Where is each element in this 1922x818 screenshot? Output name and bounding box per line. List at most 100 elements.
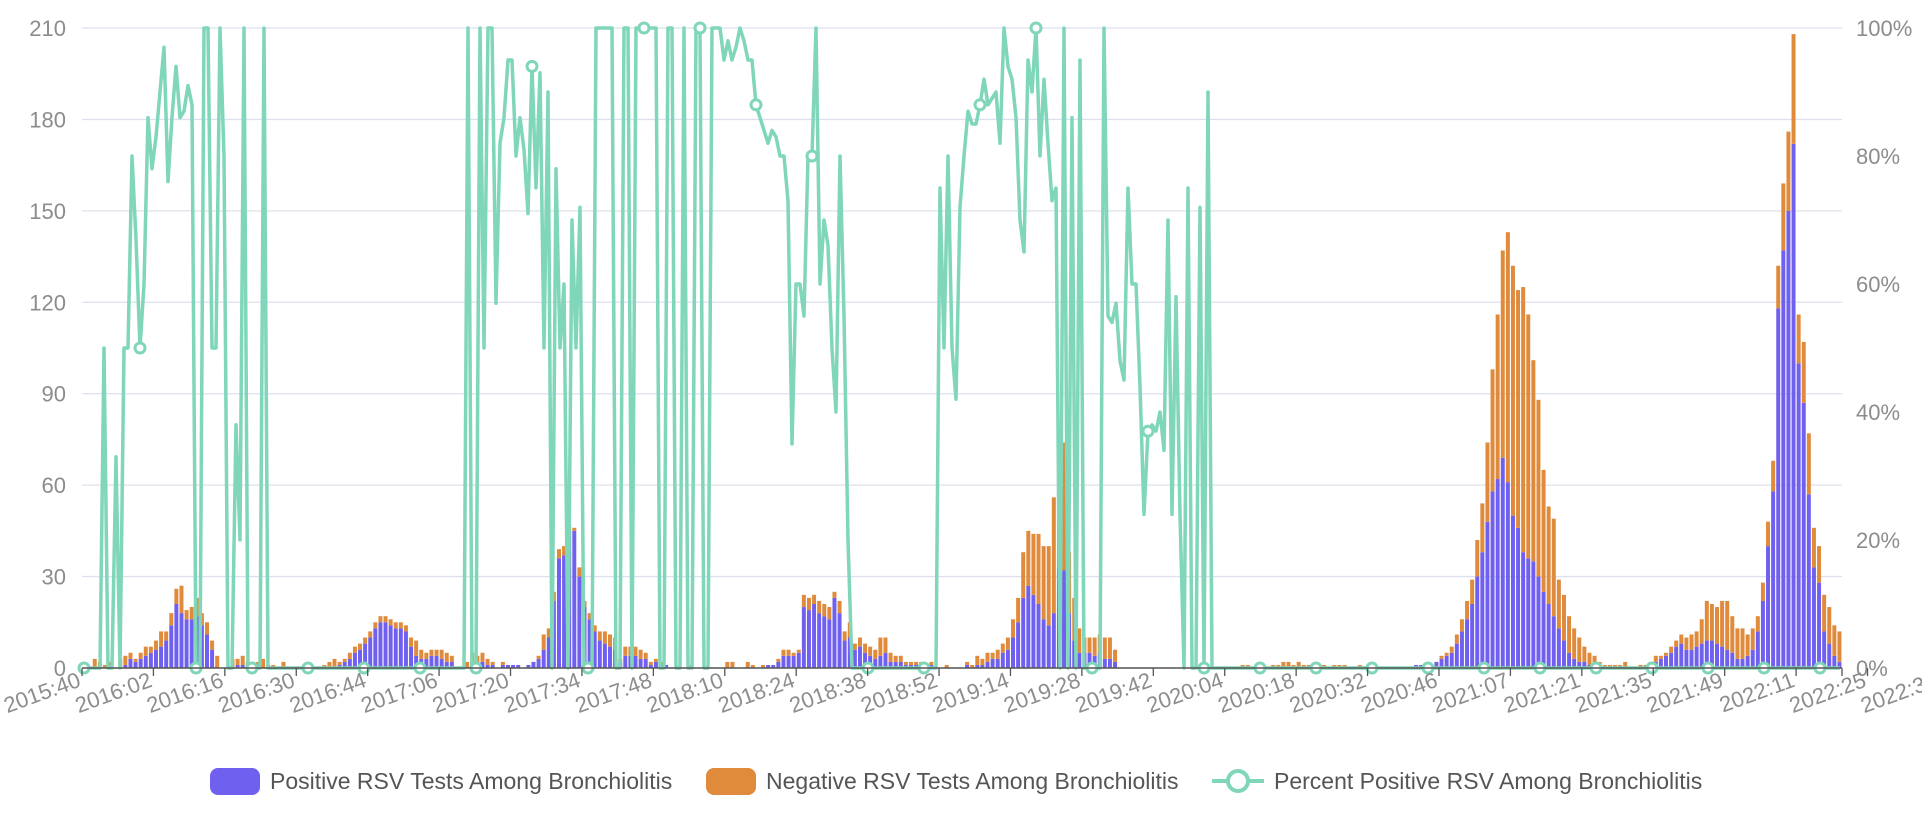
bar-positive bbox=[414, 655, 419, 668]
x-tick-label: 2015:40 bbox=[0, 667, 83, 718]
bar-positive bbox=[898, 661, 903, 668]
legend-item[interactable]: Positive RSV Tests Among Bronchiolitis bbox=[210, 768, 672, 795]
bar-negative bbox=[750, 664, 755, 668]
bar-negative bbox=[102, 664, 107, 668]
bar-negative bbox=[842, 631, 847, 641]
bar-negative bbox=[1495, 314, 1500, 480]
bar-positive bbox=[837, 613, 842, 668]
bar-negative bbox=[1689, 634, 1694, 650]
bar-negative bbox=[480, 652, 485, 662]
bar-positive bbox=[1062, 570, 1067, 668]
legend-item[interactable]: Negative RSV Tests Among Bronchiolitis bbox=[706, 768, 1179, 795]
bar-negative bbox=[138, 652, 143, 659]
bar-positive bbox=[1087, 652, 1092, 668]
bar-negative bbox=[1674, 640, 1679, 647]
bar-negative bbox=[1801, 341, 1806, 403]
bar-positive bbox=[1684, 649, 1689, 668]
bar-negative bbox=[1796, 314, 1801, 364]
bar-negative bbox=[169, 613, 174, 626]
bar-positive bbox=[1485, 521, 1490, 668]
y-left-tick-label: 60 bbox=[42, 473, 66, 498]
bar-positive bbox=[796, 652, 801, 668]
bar-negative bbox=[1516, 290, 1521, 528]
bar-negative bbox=[1725, 600, 1730, 650]
bar-negative bbox=[1720, 600, 1725, 647]
bar-negative bbox=[1454, 634, 1459, 644]
bar-positive bbox=[434, 655, 439, 668]
percent-line-marker bbox=[525, 59, 539, 73]
bar-positive bbox=[1750, 649, 1755, 668]
bar-negative bbox=[184, 610, 189, 620]
legend-item[interactable]: Percent Positive RSV Among Bronchiolitis bbox=[1212, 768, 1702, 794]
bar-positive bbox=[1536, 576, 1541, 668]
y-left-tick-label: 150 bbox=[29, 199, 66, 224]
bar-positive bbox=[822, 616, 827, 668]
bar-positive bbox=[1694, 646, 1699, 668]
bar-negative bbox=[153, 640, 158, 650]
bar-positive bbox=[138, 658, 143, 668]
bar-positive bbox=[1755, 631, 1760, 668]
bar-negative bbox=[1679, 634, 1684, 644]
bar-positive bbox=[1572, 658, 1577, 668]
bar-negative bbox=[215, 655, 220, 668]
percent-line-marker bbox=[133, 341, 147, 355]
bar-positive bbox=[995, 658, 1000, 668]
bar-negative bbox=[1694, 631, 1699, 647]
bar-negative bbox=[403, 625, 408, 632]
bar-positive bbox=[143, 655, 148, 668]
axes: 0 30 60 90 120 150 180 210 0% 20% 40% 60% 80% 100% 201… bbox=[0, 16, 1922, 718]
bar-positive bbox=[1720, 646, 1725, 668]
bar-positive bbox=[383, 622, 388, 668]
bar-positive bbox=[490, 664, 495, 668]
bar-positive bbox=[439, 658, 444, 668]
bar-negative bbox=[1760, 582, 1765, 601]
bar-positive bbox=[1766, 546, 1771, 668]
bar-negative bbox=[256, 661, 260, 668]
bar-positive bbox=[485, 664, 490, 668]
bar-positive bbox=[817, 613, 822, 668]
bar-positive bbox=[643, 658, 648, 668]
bar-negative bbox=[965, 661, 970, 665]
bar-positive bbox=[393, 628, 398, 668]
bar-negative bbox=[980, 658, 985, 665]
bar-positive bbox=[123, 664, 128, 668]
bar-negative bbox=[1730, 616, 1735, 653]
bar-negative bbox=[1791, 34, 1796, 144]
bar-negative bbox=[944, 664, 949, 668]
bar-negative bbox=[128, 652, 133, 659]
bar-positive bbox=[1709, 640, 1714, 668]
bar-negative bbox=[776, 658, 781, 662]
bar-negative bbox=[929, 661, 934, 665]
bar-positive bbox=[1577, 661, 1582, 668]
bar-positive bbox=[1016, 622, 1021, 668]
x-tick-label: 2018:10 bbox=[643, 667, 726, 718]
legend[interactable]: Positive RSV Tests Among Bronchiolitis Ne… bbox=[210, 768, 1702, 795]
bar-positive bbox=[164, 640, 169, 668]
y-right-tick-label: 80% bbox=[1856, 144, 1900, 169]
bar-negative bbox=[1046, 546, 1051, 626]
bar-negative bbox=[189, 607, 194, 620]
bar-negative bbox=[1490, 369, 1495, 492]
bar-negative bbox=[812, 594, 817, 604]
bar-positive bbox=[1490, 491, 1495, 668]
x-tick-label: 2020:32 bbox=[1286, 667, 1369, 718]
bar-negative bbox=[337, 661, 342, 665]
bar-negative bbox=[281, 661, 286, 668]
x-tick-label: 2022:25 bbox=[1786, 667, 1869, 718]
bar-positive bbox=[786, 655, 791, 668]
bar-negative bbox=[332, 658, 337, 668]
bar-negative bbox=[1087, 637, 1092, 653]
bar-negative bbox=[500, 661, 505, 665]
bar-negative bbox=[888, 652, 893, 662]
bar-positive bbox=[546, 637, 551, 668]
y-right-tick-label: 100% bbox=[1856, 16, 1912, 41]
bar-positive bbox=[1516, 527, 1521, 668]
bar-positive bbox=[1664, 655, 1668, 668]
bar-positive bbox=[1817, 582, 1822, 668]
bar-negative bbox=[1572, 628, 1577, 659]
bar-negative bbox=[1832, 625, 1837, 656]
bar-negative bbox=[577, 567, 582, 577]
bar-positive bbox=[373, 628, 378, 668]
bar-negative bbox=[1031, 533, 1036, 595]
